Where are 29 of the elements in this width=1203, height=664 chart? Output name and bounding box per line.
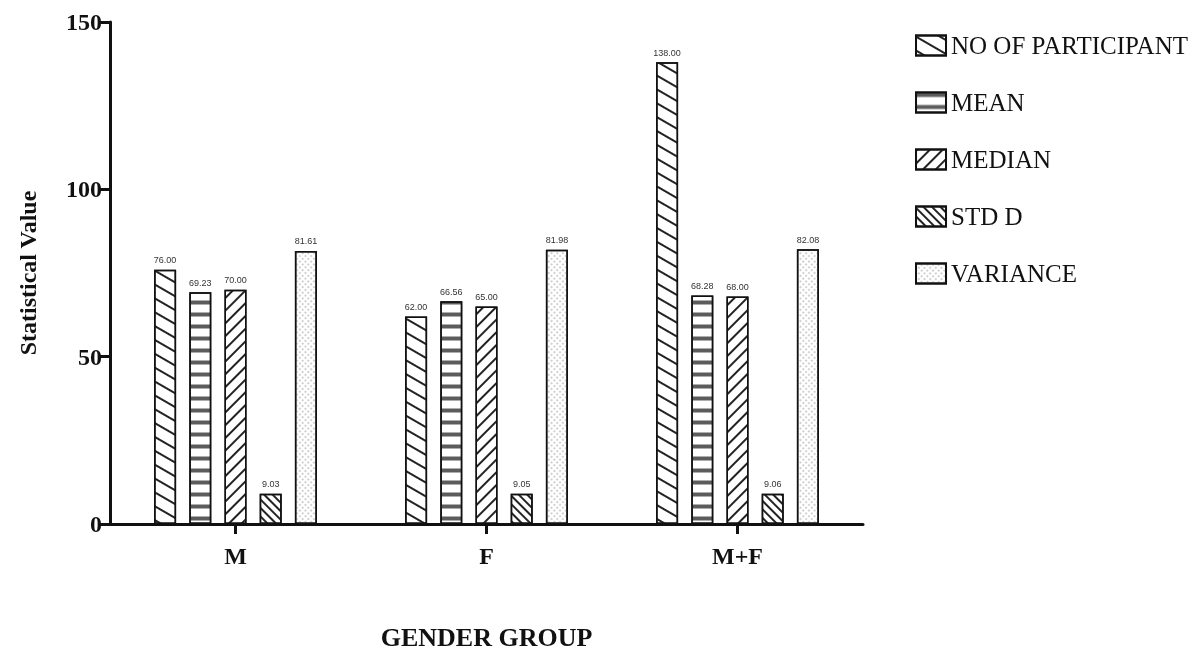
x-axis-title: GENDER GROUP [380,622,593,652]
legend-label: MEAN [951,89,1025,116]
legend-label: STD D [951,203,1023,230]
data-label: 76.00 [153,255,177,266]
data-label: 66.56 [440,286,463,297]
data-label: 81.61 [294,236,318,247]
data-label: 138.00 [653,47,681,58]
legend-label: NO OF PARTICIPANT [951,32,1189,59]
data-label: 82.08 [796,234,820,245]
data-label: 68.00 [726,281,749,292]
data-label: 69.23 [189,277,212,288]
data-label: 9.06 [763,479,782,490]
x-tick-label: M [224,543,247,569]
x-tick-label: F [479,543,494,569]
data-label: 81.98 [545,235,569,246]
data-label: 9.05 [512,479,531,490]
y-tick-label: 50 [78,343,102,370]
data-label: 9.03 [261,479,280,490]
data-label: 62.00 [404,302,428,313]
y-tick-label: 150 [66,9,102,35]
legend-label: MEDIAN [951,146,1052,173]
data-label: 65.00 [475,291,498,302]
data-label: 70.00 [224,275,247,286]
x-tick-label: M+F [712,543,763,569]
y-tick-label: 0 [90,511,102,537]
data-label: 68.28 [691,280,714,291]
legend-label: VARIANCE [951,260,1077,287]
y-axis-title: Statistical Value [15,190,41,356]
y-tick-label: 100 [66,176,102,203]
